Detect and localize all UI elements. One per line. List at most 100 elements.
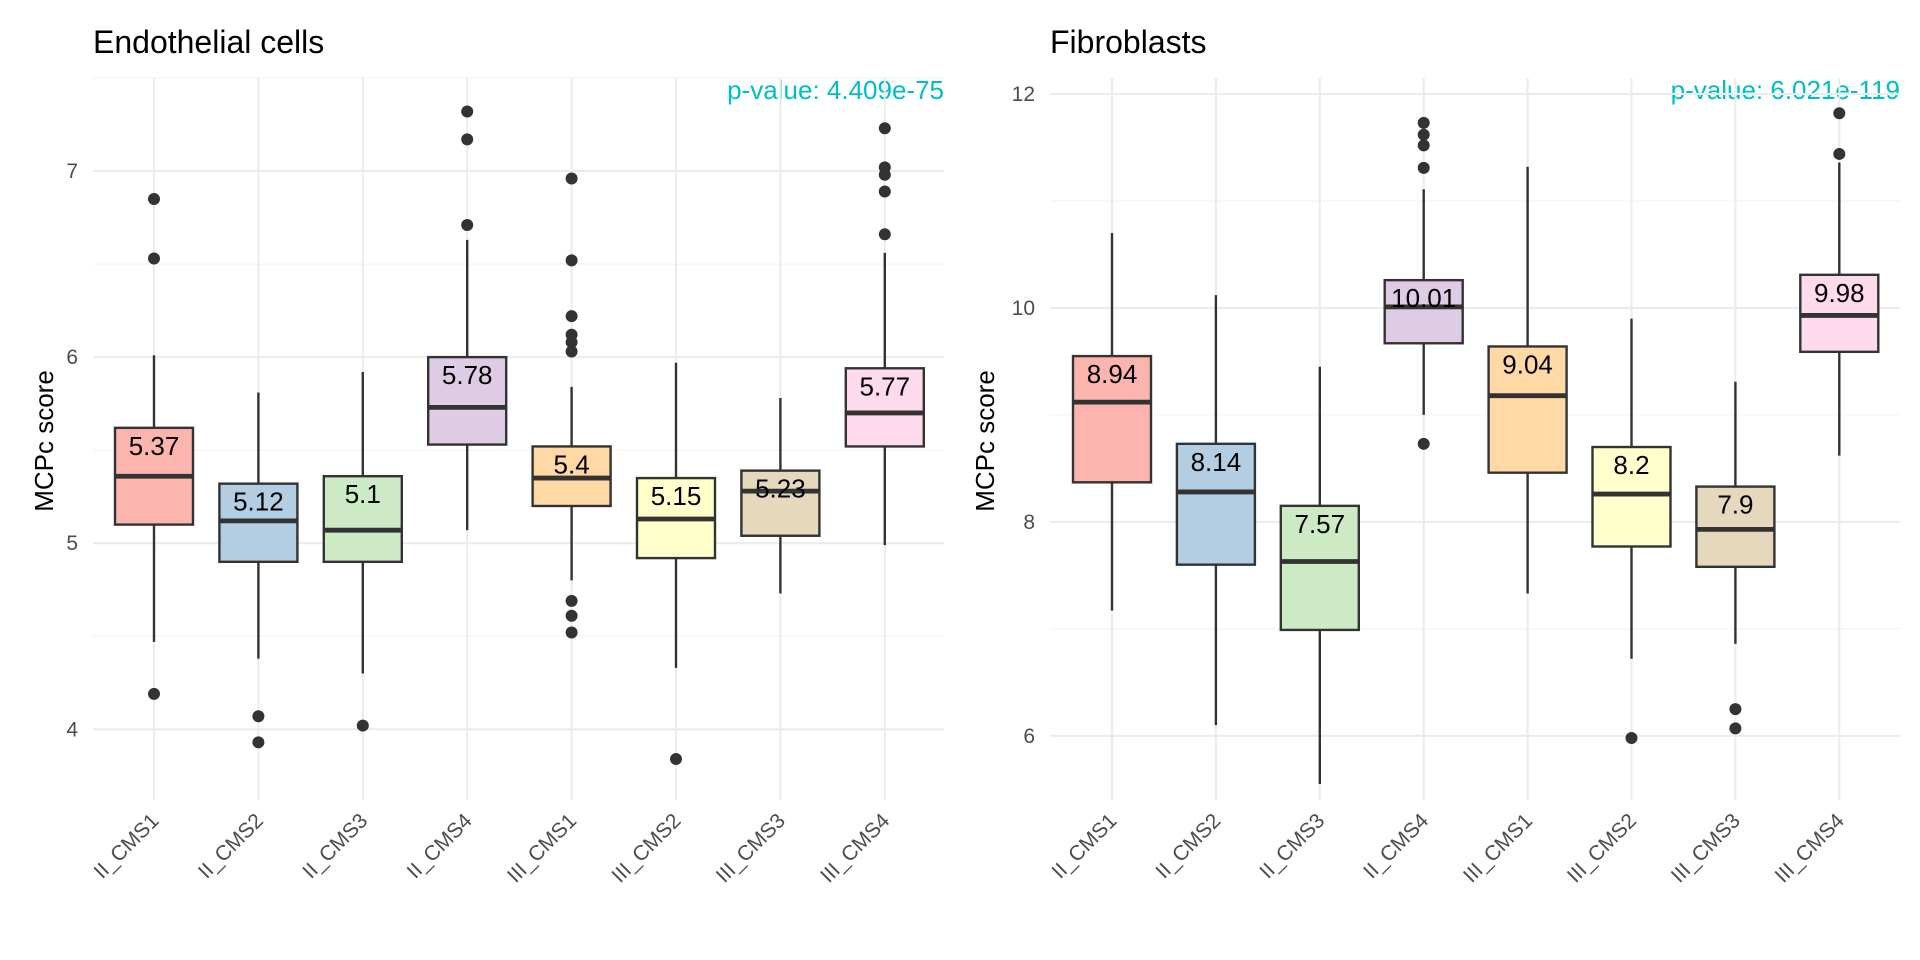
outlier-point [1833, 107, 1846, 120]
box-value-label: 5.37 [129, 431, 180, 461]
outlier-point [565, 609, 578, 622]
x-tick-label: II_CMS2 [1151, 809, 1225, 883]
box-value-label: 7.57 [1294, 509, 1345, 539]
outlier-point [565, 594, 578, 607]
y-tick-label: 12 [1012, 83, 1035, 106]
outlier-point [1729, 703, 1742, 716]
y-axis-title: MCPc score [29, 370, 59, 512]
box-value-label: 8.94 [1087, 359, 1138, 389]
box-value-label: 8.2 [1613, 450, 1649, 480]
outlier-point [461, 133, 474, 146]
y-tick-label: 4 [66, 718, 78, 741]
box-body [427, 355, 508, 446]
box-II_CMS2: 5.12 [218, 392, 299, 749]
x-tick-label: III_CMS3 [1667, 809, 1745, 887]
outlier-point [878, 122, 891, 135]
box-value-label: 5.77 [859, 371, 910, 401]
outlier-point [565, 310, 578, 323]
p-value-annotation: p-value: 6.021e-119 [1671, 75, 1900, 105]
x-tick-label: III_CMS2 [1563, 809, 1641, 887]
box-value-label: 5.15 [651, 481, 702, 511]
outlier-point [252, 736, 265, 749]
outlier-point [461, 105, 474, 118]
outlier-point [148, 687, 160, 700]
outlier-point [1417, 128, 1430, 141]
outlier-point [878, 228, 891, 241]
x-tick-label: III_CMS2 [607, 809, 685, 887]
outlier-point [1417, 139, 1430, 152]
box-III_CMS2: 5.15 [635, 362, 717, 766]
box-body [1591, 445, 1672, 548]
outlier-point [1625, 731, 1638, 744]
y-tick-label: 8 [1023, 511, 1035, 534]
y-tick-label: 5 [66, 532, 78, 555]
panel-title: Endothelial cells [93, 24, 324, 60]
box-value-label: 9.98 [1814, 278, 1865, 308]
x-tick-label: III_CMS1 [1459, 809, 1537, 887]
box-body [1279, 504, 1361, 632]
outlier-point [1729, 722, 1742, 735]
box-III_CMS3: 7.9 [1695, 381, 1776, 735]
outlier-point [461, 219, 474, 232]
outlier-point [670, 753, 682, 766]
box-value-label: 5.12 [233, 487, 284, 517]
box-II_CMS1: 8.94 [1071, 233, 1153, 611]
x-tick-label: II_CMS3 [298, 809, 372, 883]
box-body [1175, 442, 1257, 566]
y-tick-label: 6 [1023, 725, 1035, 748]
outlier-point [565, 345, 578, 358]
x-tick-label: III_CMS3 [712, 809, 790, 887]
box-value-label: 5.1 [345, 479, 381, 509]
x-tick-label: II_CMS1 [89, 809, 163, 883]
y-axis-title: MCPc score [970, 370, 1000, 512]
box-body [1071, 354, 1153, 484]
outlier-point [565, 172, 578, 185]
panel-title: Fibroblasts [1050, 24, 1207, 60]
x-tick-label: II_CMS1 [1047, 809, 1121, 883]
outlier-point [565, 626, 578, 639]
panel-endothelial-cells: Endothelial cells MCPc score p-value: 4.… [29, 24, 944, 887]
box-body [844, 367, 925, 448]
box-value-label: 7.9 [1717, 490, 1753, 520]
x-tick-label: II_CMS4 [1359, 809, 1433, 883]
box-body [740, 469, 821, 537]
x-tick-label: II_CMS4 [403, 809, 477, 883]
outlier-point [878, 185, 891, 198]
outlier-point [1417, 116, 1430, 129]
box-II_CMS4: 5.78 [427, 105, 508, 531]
box-III_CMS4: 9.98 [1799, 107, 1880, 456]
y-tick-label: 7 [66, 160, 78, 183]
box-II_CMS1: 5.37 [113, 192, 195, 700]
outlier-point [252, 710, 265, 723]
box-value-label: 5.23 [755, 474, 806, 504]
box-II_CMS2: 8.14 [1175, 295, 1257, 726]
box-III_CMS4: 5.77 [844, 122, 925, 546]
box-III_CMS1: 9.04 [1487, 166, 1568, 594]
box-value-label: 8.14 [1191, 447, 1242, 477]
box-III_CMS3: 5.23 [740, 398, 821, 594]
box-III_CMS1: 5.4 [531, 172, 612, 639]
outlier-point [1417, 161, 1430, 174]
box-III_CMS2: 8.2 [1591, 318, 1672, 744]
x-tick-label: II_CMS2 [194, 809, 268, 883]
y-tick-label: 10 [1012, 297, 1035, 320]
y-tick-label: 6 [66, 346, 78, 369]
box-body [1383, 278, 1464, 345]
box-body [1487, 345, 1568, 474]
box-value-label: 5.78 [442, 360, 493, 390]
outlier-point [878, 168, 891, 181]
x-tick-label: III_CMS4 [816, 809, 894, 887]
panel-fibroblasts: Fibroblasts MCPc score p-value: 6.021e-1… [970, 24, 1900, 887]
box-value-label: 10.01 [1391, 283, 1456, 313]
plot-area: 6 8 10 12 8.94 8.14 7.57 10.01 9.04 8.2 7.9 9.98 II_… [1012, 78, 1900, 887]
outlier-point [1417, 437, 1430, 450]
box-II_CMS3: 7.57 [1279, 366, 1361, 784]
x-tick-label: III_CMS4 [1771, 809, 1849, 887]
outlier-point [148, 252, 160, 265]
box-II_CMS4: 10.01 [1383, 116, 1464, 450]
x-tick-label: III_CMS1 [503, 809, 581, 887]
box-II_CMS3: 5.1 [322, 372, 403, 732]
outlier-point [148, 192, 160, 205]
box-body [322, 475, 403, 564]
